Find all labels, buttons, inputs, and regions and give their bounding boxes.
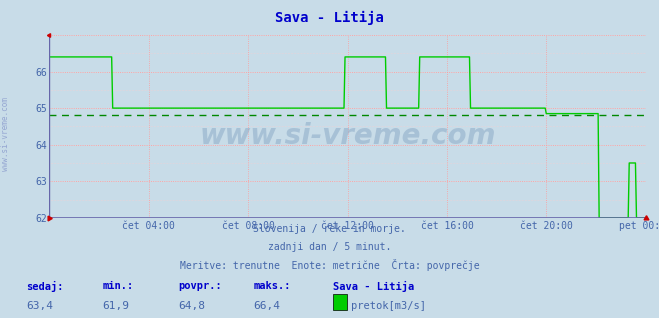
Text: maks.:: maks.:	[254, 281, 291, 291]
Text: pretok[m3/s]: pretok[m3/s]	[351, 301, 426, 310]
Text: Meritve: trenutne  Enote: metrične  Črta: povprečje: Meritve: trenutne Enote: metrične Črta: …	[180, 259, 479, 271]
Text: zadnji dan / 5 minut.: zadnji dan / 5 minut.	[268, 242, 391, 252]
Text: 64,8: 64,8	[178, 301, 205, 310]
Text: www.si-vreme.com: www.si-vreme.com	[200, 121, 496, 149]
Text: min.:: min.:	[102, 281, 133, 291]
Text: www.si-vreme.com: www.si-vreme.com	[1, 97, 10, 170]
Text: 61,9: 61,9	[102, 301, 129, 310]
Text: Sava - Litija: Sava - Litija	[333, 281, 414, 293]
Text: Slovenija / reke in morje.: Slovenija / reke in morje.	[253, 224, 406, 234]
Text: 66,4: 66,4	[254, 301, 281, 310]
Text: sedaj:: sedaj:	[26, 281, 64, 293]
Text: 63,4: 63,4	[26, 301, 53, 310]
Text: Sava - Litija: Sava - Litija	[275, 11, 384, 25]
Text: povpr.:: povpr.:	[178, 281, 221, 291]
